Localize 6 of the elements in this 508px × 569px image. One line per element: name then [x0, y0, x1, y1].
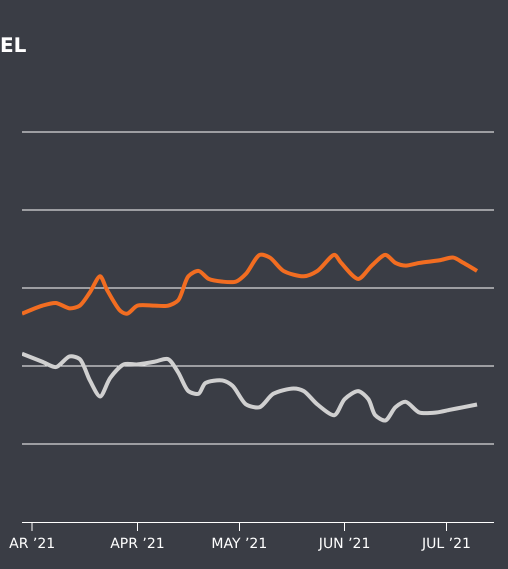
- x-tick-label: JUL ’21: [421, 536, 471, 552]
- x-tick-label: JUN ’21: [318, 536, 370, 552]
- x-tick-label: APR ’21: [110, 536, 165, 552]
- chart-title: EL: [0, 33, 27, 57]
- x-tick-label: AR ’21: [9, 536, 56, 552]
- x-tick-label: MAY ’21: [211, 536, 268, 552]
